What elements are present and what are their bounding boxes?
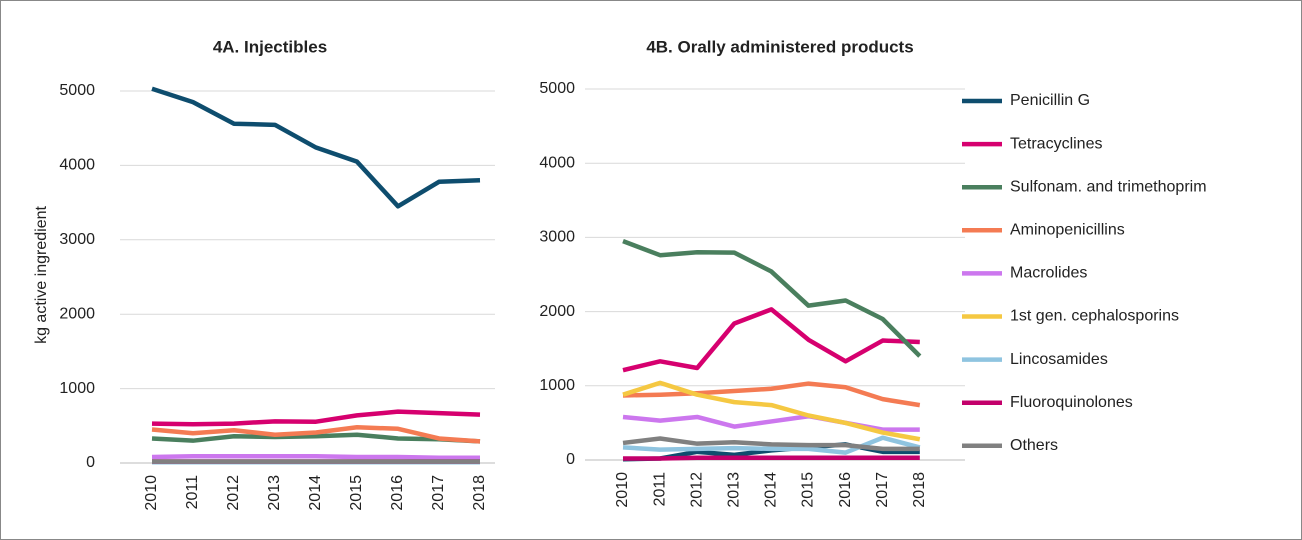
legend-label: 1st gen. cephalosporins	[1010, 308, 1179, 325]
x-tick-label: 2014	[763, 472, 780, 508]
y-tick-label: 3000	[539, 229, 575, 246]
legend-label: Macrolides	[1010, 265, 1087, 282]
y-tick-label: 2000	[539, 303, 575, 320]
y-tick-label: 4000	[59, 157, 95, 174]
x-tick-label: 2017	[430, 475, 447, 511]
y-tick-label: 2000	[59, 305, 95, 322]
x-tick-label: 2015	[800, 472, 817, 508]
y-tick-label: 5000	[59, 82, 95, 99]
data-line	[622, 435, 921, 455]
x-tick-label: 2011	[184, 475, 201, 510]
data-line	[622, 239, 922, 358]
chart-title: 4B. Orally administered products	[646, 37, 913, 56]
data-line	[623, 455, 920, 461]
x-tick-label: 2018	[911, 472, 928, 508]
x-tick-label: 2016	[837, 472, 854, 508]
x-tick-label: 2018	[471, 475, 488, 511]
data-line	[151, 432, 481, 444]
legend-label: Tetracyclines	[1010, 135, 1102, 152]
data-line	[151, 409, 481, 427]
legend-label: Penicillin G	[1010, 92, 1090, 109]
x-tick-label: 2014	[307, 475, 324, 511]
legend-label: Sulfonam. and trimethoprim	[1010, 178, 1207, 195]
data-line	[622, 380, 921, 442]
data-line	[151, 425, 481, 444]
y-tick-label: 1000	[59, 380, 95, 397]
y-tick-label: 5000	[539, 80, 575, 97]
x-tick-label: 2010	[614, 472, 631, 508]
y-tick-label: 1000	[539, 377, 575, 394]
y-tick-label: 4000	[539, 154, 575, 171]
legend-label: Aminopenicillins	[1010, 222, 1125, 239]
legend-label: Fluoroquinolones	[1010, 394, 1133, 411]
data-line	[622, 381, 921, 408]
data-line	[622, 436, 920, 452]
x-tick-label: 2013	[726, 472, 743, 508]
x-tick-label: 2012	[688, 472, 705, 508]
x-tick-label: 2016	[389, 475, 406, 511]
data-line	[151, 86, 481, 209]
chart-title: 4A. Injectibles	[213, 37, 327, 56]
y-tick-label: 3000	[59, 231, 95, 248]
x-tick-label: 2012	[225, 475, 242, 511]
x-tick-label: 2017	[874, 472, 891, 508]
legend-label: Lincosamides	[1010, 351, 1108, 368]
legend-label: Others	[1010, 437, 1058, 454]
x-tick-label: 2010	[143, 475, 160, 511]
y-tick-label: 0	[566, 451, 575, 468]
y-axis-label: kg active ingredient	[33, 206, 50, 344]
data-line	[151, 454, 480, 461]
y-tick-label: 0	[86, 454, 95, 471]
data-line	[622, 307, 920, 373]
x-tick-label: 2011	[651, 472, 668, 507]
x-tick-label: 2013	[266, 475, 283, 511]
x-tick-label: 2015	[348, 475, 365, 511]
